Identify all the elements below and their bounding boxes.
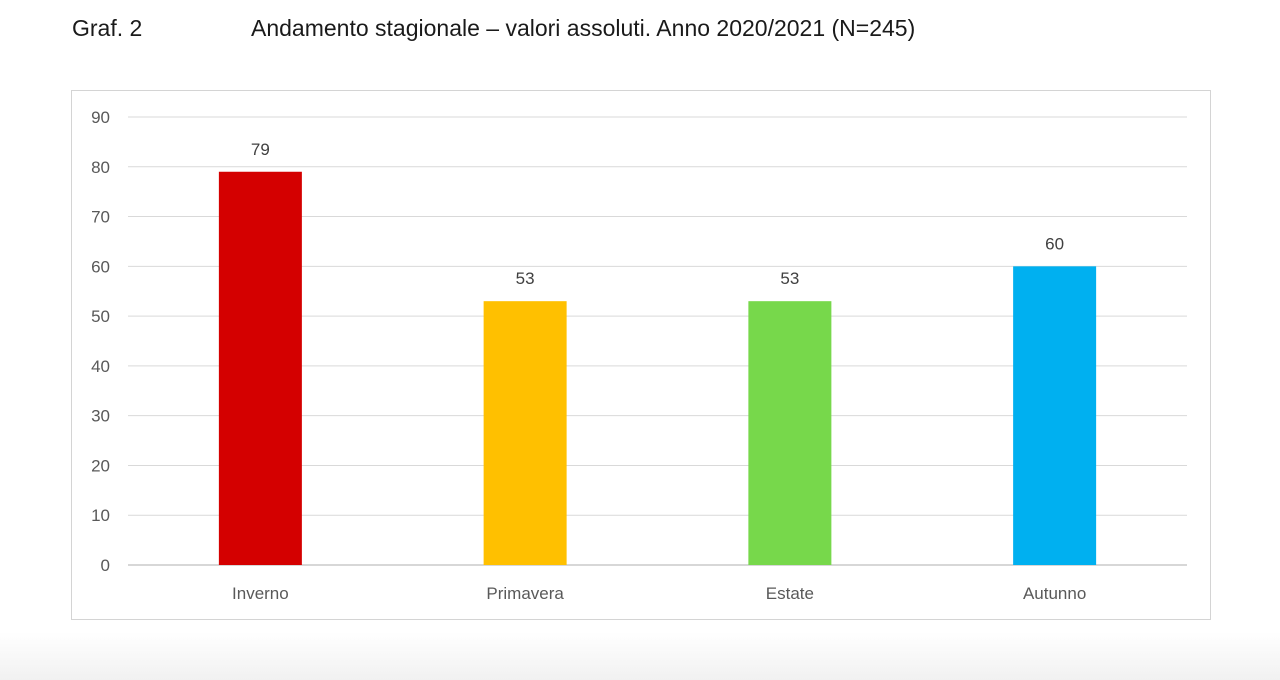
- y-tick-label: 90: [91, 108, 110, 127]
- data-label: 53: [516, 269, 535, 288]
- x-tick-label: Primavera: [486, 584, 564, 603]
- bar: [483, 301, 567, 565]
- y-tick-label: 40: [91, 357, 110, 376]
- figure-number: Graf. 2: [72, 15, 143, 41]
- chart-area: 0 10 20 30 40 50 60 70 80 90 79 Inverno 53 Primavera 5…: [71, 90, 1211, 620]
- y-tick-label: 10: [91, 506, 110, 525]
- y-tick-label: 20: [91, 456, 110, 475]
- y-tick-label: 70: [91, 208, 110, 227]
- bar: [218, 171, 302, 565]
- x-tick-label: Autunno: [1023, 584, 1086, 603]
- bar: [1013, 266, 1097, 565]
- data-label: 79: [251, 140, 270, 159]
- y-tick-label: 30: [91, 407, 110, 426]
- y-tick-label: 80: [91, 158, 110, 177]
- x-tick-label: Estate: [766, 584, 814, 603]
- page-bottom-shadow: [0, 632, 1280, 680]
- y-tick-label: 60: [91, 257, 110, 276]
- figure-title: Andamento stagionale – valori assoluti. …: [251, 15, 916, 41]
- bar-chart: 0 10 20 30 40 50 60 70 80 90 79 Inverno 53 Primavera 5…: [91, 108, 1187, 603]
- data-label: 53: [780, 269, 799, 288]
- bar: [748, 301, 832, 565]
- y-tick-label: 0: [101, 556, 110, 575]
- y-tick-label: 50: [91, 307, 110, 326]
- x-tick-label: Inverno: [232, 584, 289, 603]
- data-label: 60: [1045, 234, 1064, 253]
